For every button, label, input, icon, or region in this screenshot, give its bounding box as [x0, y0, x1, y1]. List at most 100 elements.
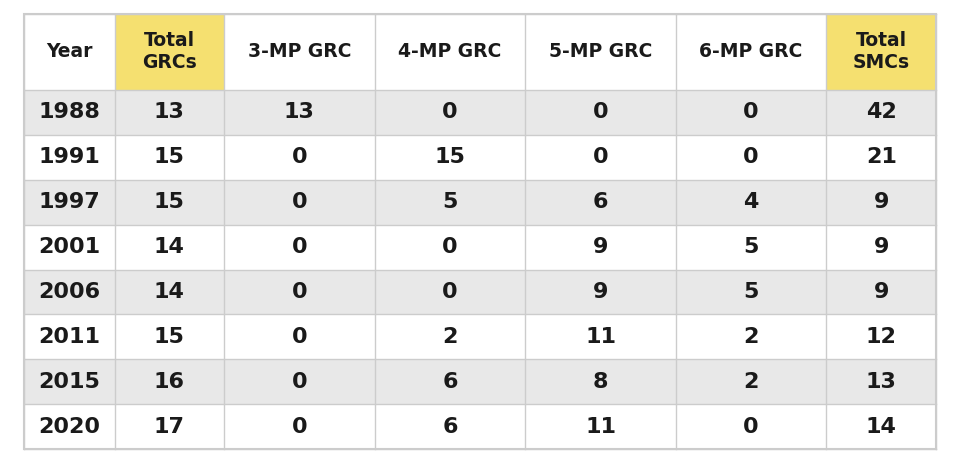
Text: 2006: 2006 [38, 282, 101, 302]
Text: 5: 5 [743, 237, 758, 257]
Bar [224, 14, 374, 90]
Text: 0: 0 [443, 102, 458, 123]
Text: 2: 2 [743, 372, 758, 392]
Bar [525, 269, 676, 314]
Bar [676, 180, 827, 225]
Text: 2011: 2011 [38, 327, 100, 347]
Bar [224, 225, 374, 269]
Text: 0: 0 [292, 372, 307, 392]
Text: 1997: 1997 [38, 192, 100, 212]
Bar [676, 314, 827, 359]
Text: Total
SMCs: Total SMCs [852, 31, 910, 73]
Bar [24, 359, 114, 404]
Bar [224, 314, 374, 359]
Text: Year: Year [46, 43, 92, 62]
Bar [827, 314, 936, 359]
Bar [374, 90, 525, 135]
Bar [827, 269, 936, 314]
Bar [24, 404, 114, 449]
Bar [114, 314, 224, 359]
Text: 0: 0 [292, 282, 307, 302]
Text: 6-MP GRC: 6-MP GRC [700, 43, 803, 62]
Text: Total
GRCs: Total GRCs [142, 31, 197, 73]
Text: 0: 0 [443, 237, 458, 257]
Bar [525, 314, 676, 359]
Text: 0: 0 [443, 282, 458, 302]
Text: 13: 13 [284, 102, 315, 123]
Text: 5: 5 [743, 282, 758, 302]
Bar [224, 180, 374, 225]
Bar [114, 90, 224, 135]
Text: 4: 4 [743, 192, 758, 212]
Bar [827, 135, 936, 180]
Text: 0: 0 [592, 147, 609, 168]
Text: 2001: 2001 [38, 237, 101, 257]
Text: 14: 14 [154, 282, 184, 302]
Text: 11: 11 [585, 327, 616, 347]
Bar [24, 135, 114, 180]
Bar [374, 225, 525, 269]
Text: 8: 8 [593, 372, 609, 392]
Text: 0: 0 [292, 147, 307, 168]
Text: 1991: 1991 [38, 147, 100, 168]
Bar [114, 180, 224, 225]
Bar [24, 225, 114, 269]
Text: 2: 2 [743, 327, 758, 347]
Text: 0: 0 [743, 147, 759, 168]
Text: 0: 0 [592, 102, 609, 123]
Text: 21: 21 [866, 147, 897, 168]
Bar [676, 404, 827, 449]
Bar [827, 14, 936, 90]
Bar [24, 14, 114, 90]
Text: 9: 9 [874, 282, 889, 302]
Bar [827, 359, 936, 404]
Text: 5: 5 [443, 192, 458, 212]
Text: 42: 42 [866, 102, 897, 123]
Bar [374, 314, 525, 359]
Bar [827, 90, 936, 135]
Text: 0: 0 [292, 417, 307, 437]
Bar [224, 135, 374, 180]
Text: 3-MP GRC: 3-MP GRC [248, 43, 351, 62]
Text: 0: 0 [292, 192, 307, 212]
Text: 4-MP GRC: 4-MP GRC [398, 43, 502, 62]
Text: 0: 0 [743, 102, 759, 123]
Text: 5-MP GRC: 5-MP GRC [549, 43, 652, 62]
Bar [224, 269, 374, 314]
Text: 15: 15 [154, 327, 184, 347]
Bar [676, 90, 827, 135]
Bar [114, 225, 224, 269]
Text: 9: 9 [874, 192, 889, 212]
Bar [525, 135, 676, 180]
Text: 2020: 2020 [38, 417, 100, 437]
Bar [24, 14, 936, 90]
Bar [114, 404, 224, 449]
Text: 0: 0 [292, 327, 307, 347]
Bar [676, 135, 827, 180]
Bar [114, 269, 224, 314]
Text: 6: 6 [593, 192, 609, 212]
Bar [374, 404, 525, 449]
Bar [827, 225, 936, 269]
Bar [525, 225, 676, 269]
Text: 15: 15 [435, 147, 466, 168]
Text: 11: 11 [585, 417, 616, 437]
Bar [525, 14, 676, 90]
Bar [676, 359, 827, 404]
Text: 6: 6 [443, 417, 458, 437]
Text: 17: 17 [154, 417, 185, 437]
Text: 6: 6 [443, 372, 458, 392]
Text: 0: 0 [743, 417, 759, 437]
Bar [24, 90, 114, 135]
Bar [114, 135, 224, 180]
Bar [24, 180, 114, 225]
Bar [224, 359, 374, 404]
Text: 14: 14 [866, 417, 897, 437]
Text: 12: 12 [866, 327, 897, 347]
Text: 2: 2 [443, 327, 458, 347]
Bar [224, 90, 374, 135]
Bar [374, 269, 525, 314]
Bar [374, 180, 525, 225]
Bar [374, 135, 525, 180]
Text: 15: 15 [154, 147, 184, 168]
